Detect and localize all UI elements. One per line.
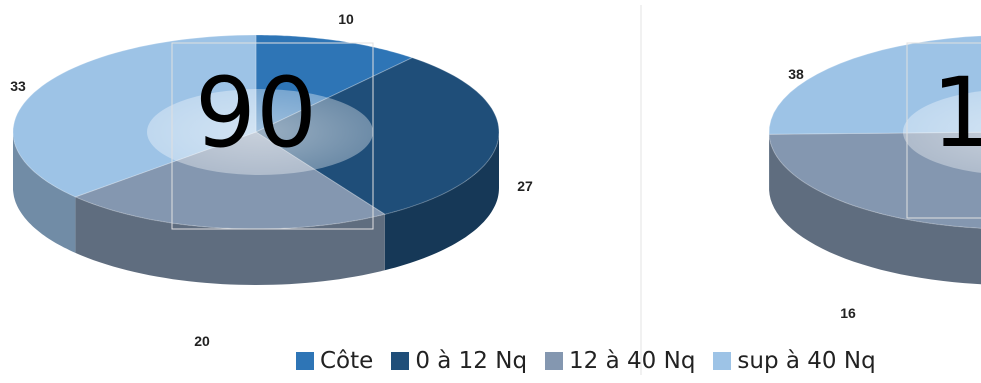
legend-label-sup-40: sup à 40 Nq — [737, 348, 876, 374]
data-label-2-0: 16 — [840, 305, 856, 321]
center-frame-1 — [171, 42, 374, 230]
data-label-1-2: 20 — [194, 333, 210, 349]
legend-item-0-12: 0 à 12 Nq — [391, 348, 527, 374]
pie-center-highlight-1 — [147, 89, 373, 175]
data-label-1-0: 10 — [338, 11, 354, 27]
legend-swatch-0-12 — [391, 352, 410, 370]
pie-slice-1-2 — [74, 131, 387, 230]
pie-total-label-2: 1 — [931, 57, 981, 169]
data-label-2-1: 38 — [788, 66, 804, 82]
pie-side-1-1 — [384, 132, 499, 271]
legend-label-12-40: 12 à 40 Nq — [569, 348, 696, 374]
center-frame-2 — [906, 42, 981, 219]
legend-swatch-cote — [296, 352, 314, 370]
legend-swatch-sup-40 — [713, 352, 732, 370]
pie-total-label-1: 90 — [195, 57, 317, 169]
pie-center-highlight-2 — [903, 91, 981, 173]
pie-side-2-0 — [769, 134, 981, 285]
pie-side-1-3 — [13, 132, 76, 253]
chart-legend: Côte 0 à 12 Nq 12 à 40 Nq sup à 40 Nq — [296, 344, 876, 378]
pie-side-1-2 — [75, 196, 385, 285]
data-label-1-3: 33 — [10, 78, 26, 94]
legend-item-cote: Côte — [296, 348, 373, 374]
pie-slice-1-1 — [254, 57, 500, 215]
legend-swatch-12-40 — [545, 352, 564, 370]
pie-chart-1: 90 10 27 20 33 — [10, 11, 533, 349]
legend-item-12-40: 12 à 40 Nq — [545, 348, 695, 374]
pie-chart-2: 1 16 38 — [768, 35, 981, 321]
data-label-1-1: 27 — [517, 178, 533, 194]
legend-label-cote: Côte — [320, 348, 374, 374]
legend-label-0-12: 0 à 12 Nq — [415, 348, 528, 374]
legend-item-sup-40: sup à 40 Nq — [713, 348, 876, 374]
pie-slice-1-3 — [12, 34, 257, 198]
